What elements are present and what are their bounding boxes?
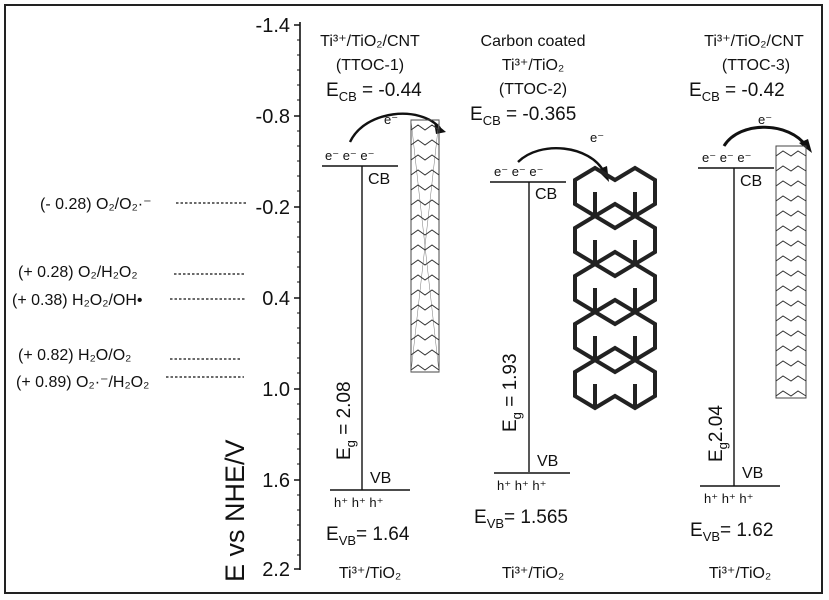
- electrons: e⁻ e⁻ e⁻: [325, 148, 375, 163]
- base-label: Ti³⁺/TiO₂: [339, 565, 401, 582]
- redox-label: (+ 0.82) H₂O/O₂: [18, 347, 131, 364]
- ecb-label: ECB = -0.42: [689, 80, 785, 104]
- panel-code: (TTOC-3): [722, 57, 790, 74]
- eg-label: Eg2.04: [706, 405, 730, 462]
- cb-label: CB: [535, 186, 557, 203]
- panel-ttoc-2: Carbon coated Ti³⁺/TiO₂ (TTOC-2) ECB = -…: [470, 33, 657, 582]
- energy-axis: -1.4 -0.8 -0.2 0.4 1.0 1.6 2.2 E vs NHE/…: [220, 15, 301, 582]
- vb-label: VB: [537, 453, 558, 470]
- transfer-electron: e⁻: [758, 112, 772, 127]
- cnt-tube: [775, 145, 807, 399]
- panel-ttoc-3: Ti³⁺/TiO₂/CNT (TTOC-3) ECB = -0.42 e⁻ e⁻…: [689, 33, 812, 582]
- electrons: e⁻ e⁻ e⁻: [494, 164, 544, 179]
- base-label: Ti³⁺/TiO₂: [502, 565, 564, 582]
- vb-label: VB: [742, 465, 763, 482]
- panel-ttoc-1: Ti³⁺/TiO₂/CNT (TTOC-1) ECB = -0.44 e⁻ e⁻…: [320, 33, 446, 582]
- electrons: e⁻ e⁻ e⁻: [702, 150, 752, 165]
- tick-label: -0.2: [256, 197, 290, 219]
- redox-label: (+ 0.38) H₂O₂/OH•: [12, 292, 143, 309]
- transfer-electron: e⁻: [590, 130, 604, 145]
- redox-label: (+ 0.89) O₂·⁻/H₂O₂: [16, 374, 149, 391]
- holes: h⁺ h⁺ h⁺: [704, 491, 754, 506]
- tick-label: 0.4: [262, 288, 290, 310]
- base-label: Ti³⁺/TiO₂: [709, 565, 771, 582]
- graphene-sheet: [573, 165, 657, 411]
- cb-label: CB: [740, 173, 762, 190]
- tick-label: -0.8: [256, 106, 290, 128]
- figure-frame: [4, 4, 823, 594]
- tick-label: -1.4: [256, 15, 290, 37]
- redox-label: (- 0.28) O₂/O₂·⁻: [40, 196, 152, 213]
- redox-label: (+ 0.28) O₂/H₂O₂: [18, 264, 138, 281]
- ecb-label: ECB = -0.365: [470, 104, 576, 128]
- redox-couples: (- 0.28) O₂/O₂·⁻ (+ 0.28) O₂/H₂O₂ (+ 0.3…: [12, 196, 246, 391]
- panel-title: Carbon coated: [481, 33, 586, 50]
- axis-label: E vs NHE/V: [220, 439, 250, 582]
- transfer-electron: e⁻: [384, 112, 398, 127]
- panel-title-line2: Ti³⁺/TiO₂: [502, 57, 564, 74]
- ecb-label: ECB = -0.44: [326, 80, 422, 104]
- tick-label: 1.6: [262, 470, 290, 492]
- eg-label: Eg = 2.08: [334, 381, 358, 460]
- panel-code: (TTOC-2): [499, 81, 567, 98]
- panel-title: Ti³⁺/TiO₂/CNT: [320, 33, 420, 50]
- holes: h⁺ h⁺ h⁺: [497, 478, 547, 493]
- evb-label: EVB= 1.62: [690, 520, 773, 544]
- evb-label: EVB= 1.64: [326, 524, 410, 548]
- panel-code: (TTOC-1): [336, 57, 404, 74]
- vb-label: VB: [370, 470, 391, 487]
- tick-label: 1.0: [262, 379, 290, 401]
- cb-label: CB: [368, 171, 390, 188]
- eg-label: Eg = 1.93: [500, 353, 524, 432]
- panel-title: Ti³⁺/TiO₂/CNT: [704, 33, 804, 50]
- evb-label: EVB= 1.565: [474, 507, 568, 531]
- holes: h⁺ h⁺ h⁺: [334, 495, 384, 510]
- cnt-tube: [410, 119, 440, 373]
- tick-label: 2.2: [262, 559, 290, 581]
